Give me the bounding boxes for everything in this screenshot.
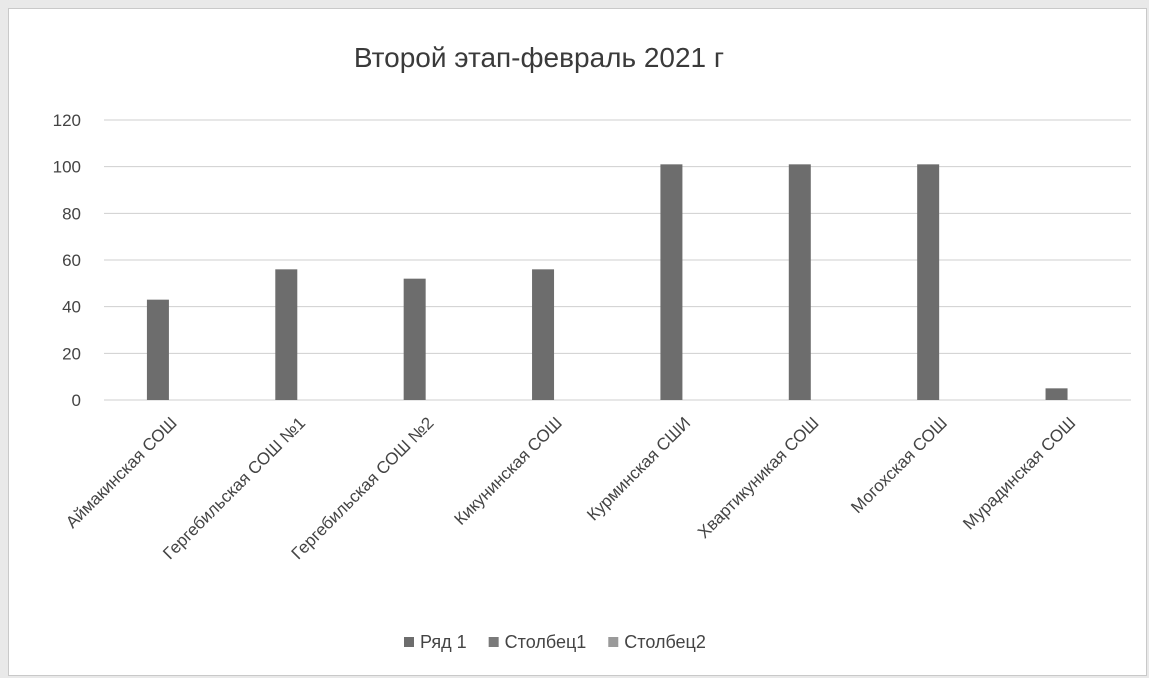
- y-tick-label: 20: [62, 344, 81, 363]
- bar: [1045, 388, 1068, 400]
- gridlines: [104, 119, 1131, 401]
- category-label: Хвартикуникая СОШ: [694, 413, 823, 542]
- category-label: Гергебильская СОШ №2: [288, 413, 438, 563]
- y-tick-label: 40: [62, 298, 81, 317]
- bar: [660, 164, 683, 400]
- y-axis-ticks: 0 20 40 60 80 100 120: [53, 111, 81, 410]
- y-tick-label: 100: [53, 158, 81, 177]
- category-label: Аймакинская СОШ: [62, 413, 181, 532]
- bar-chart: Второй этап-февраль 2021 г 0 20 40 60 80 100 1…: [53, 42, 1131, 652]
- legend-swatch: [608, 637, 619, 647]
- bar: [917, 164, 940, 400]
- bar: [532, 269, 555, 400]
- y-tick-label: 60: [62, 251, 81, 270]
- y-tick-label: 120: [53, 111, 81, 130]
- legend-swatch: [404, 637, 414, 647]
- chart-frame: Второй этап-февраль 2021 г 0 20 40 60 80 100 1…: [8, 8, 1147, 676]
- chart-title: Второй этап-февраль 2021 г: [354, 42, 724, 73]
- bars: [146, 164, 1068, 400]
- bar: [146, 299, 169, 400]
- category-label: Гергебильская СОШ №1: [159, 413, 309, 563]
- category-label: Кикунинская СОШ: [450, 413, 565, 528]
- legend-label: Столбец2: [624, 632, 706, 652]
- bar: [275, 269, 298, 400]
- category-label: Курминская СШИ: [583, 413, 694, 524]
- y-tick-label: 80: [62, 204, 81, 223]
- category-label: Могохская СОШ: [847, 413, 951, 517]
- legend: Ряд 1 Столбец1 Столбец2: [404, 632, 706, 652]
- y-tick-label: 0: [72, 391, 81, 410]
- category-label: Мурадинская СОШ: [959, 413, 1079, 533]
- legend-swatch: [488, 637, 499, 647]
- bar: [403, 278, 426, 400]
- legend-label: Столбец1: [505, 632, 587, 652]
- legend-label: Ряд 1: [420, 632, 467, 652]
- bar: [788, 164, 811, 400]
